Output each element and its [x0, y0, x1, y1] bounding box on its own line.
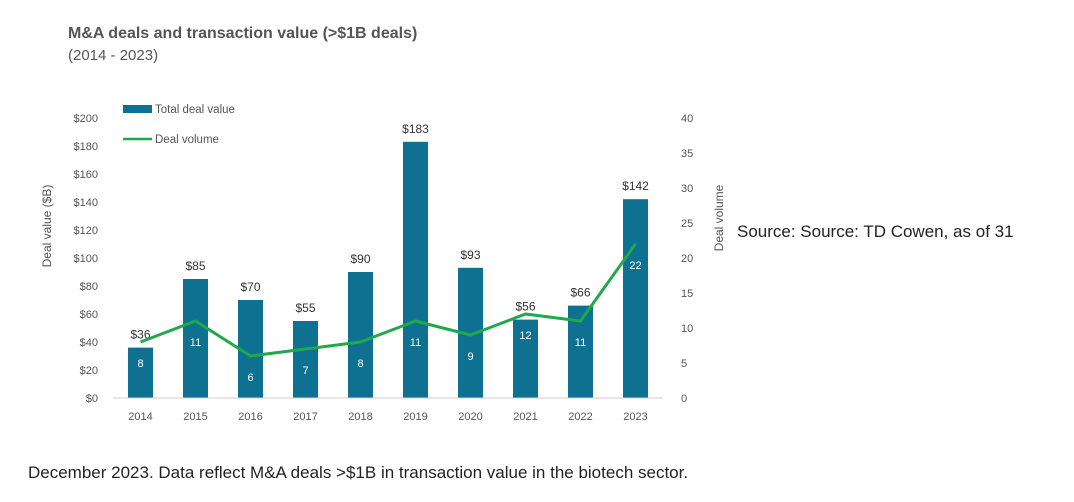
y-tick-label: $180 — [74, 141, 98, 153]
bar-value-label: $183 — [402, 122, 429, 136]
legend-label-deal-volume: Deal volume — [155, 134, 219, 146]
chart: M&A deals and transaction value (>$1B de… — [40, 25, 726, 423]
source-note: Source: Source: TD Cowen, as of 31 — [737, 222, 1014, 241]
legend-label-total-deal-value: Total deal value — [155, 104, 235, 116]
bar — [348, 272, 373, 398]
line-value-labels: 8 11 6 7 8 11 9 12 11 22 — [137, 260, 641, 384]
chart-subtitle: (2014 - 2023) — [68, 47, 158, 64]
y-tick-label: $160 — [74, 169, 98, 181]
y2-tick-label: 30 — [681, 183, 693, 195]
x-axis-ticks: 2014 2015 2016 2017 2018 2019 2020 2021 2022 2023 — [128, 411, 647, 423]
bar-value-label: $70 — [240, 280, 260, 294]
y2-tick-label: 35 — [681, 148, 693, 160]
x-tick-label: 2016 — [238, 411, 262, 423]
volume-value-label: 8 — [357, 358, 363, 370]
bar-value-label: $142 — [622, 179, 649, 193]
y2-axis-title: Deal volume — [712, 184, 726, 251]
bar-value-label: $90 — [350, 252, 370, 266]
x-tick-label: 2017 — [293, 411, 317, 423]
bar-value-label: $85 — [185, 259, 205, 273]
y-tick-label: $120 — [74, 225, 98, 237]
volume-value-label: 9 — [467, 351, 473, 363]
volume-value-label: 11 — [410, 337, 421, 349]
bar — [403, 141, 428, 399]
y-tick-label: $100 — [74, 253, 98, 265]
x-tick-label: 2014 — [128, 411, 152, 423]
line-series — [139, 243, 637, 358]
chart-title: M&A deals and transaction value (>$1B de… — [68, 25, 417, 42]
bar — [513, 319, 538, 398]
bar-value-label: $36 — [130, 328, 150, 342]
x-tick-label: 2023 — [623, 411, 647, 423]
y-tick-label: $20 — [80, 365, 98, 377]
x-tick-label: 2015 — [183, 411, 207, 423]
x-tick-label: 2021 — [513, 411, 537, 423]
y-tick-label: $40 — [80, 337, 98, 349]
bar-value-label: $66 — [570, 286, 590, 300]
volume-value-label: 6 — [247, 372, 253, 384]
volume-value-label: 12 — [519, 330, 531, 342]
y2-tick-label: 15 — [681, 288, 693, 300]
y2-tick-label: 40 — [681, 113, 693, 125]
volume-value-label: 8 — [137, 358, 143, 370]
bar — [623, 199, 648, 398]
x-tick-label: 2019 — [403, 411, 427, 423]
right-axis-ticks: 0 5 10 15 20 25 30 35 40 — [681, 113, 693, 405]
bar-series — [128, 141, 648, 399]
left-axis-ticks: $0 $20 $40 $60 $80 $100 $120 $140 $160 $180 $200 — [74, 113, 98, 405]
footnote: December 2023. Data reflect M&A deals >$… — [28, 463, 689, 482]
y2-tick-label: 0 — [681, 393, 687, 405]
y2-tick-label: 25 — [681, 218, 693, 230]
legend: Total deal value Deal volume — [123, 104, 235, 146]
y-axis-title: Deal value ($B) — [40, 185, 54, 268]
volume-value-label: 7 — [302, 365, 308, 377]
y-tick-label: $80 — [80, 281, 98, 293]
y-tick-label: $60 — [80, 309, 98, 321]
y-tick-label: $0 — [86, 393, 98, 405]
x-tick-label: 2020 — [458, 411, 482, 423]
bar — [293, 321, 318, 398]
y2-tick-label: 10 — [681, 323, 693, 335]
y-tick-label: $200 — [74, 113, 98, 125]
y-tick-label: $140 — [74, 197, 98, 209]
legend-swatch-total-deal-value — [123, 105, 152, 113]
bar — [183, 279, 208, 398]
bar-value-label: $93 — [460, 248, 480, 262]
y2-tick-label: 5 — [681, 358, 687, 370]
x-tick-label: 2022 — [568, 411, 592, 423]
bar — [128, 347, 153, 398]
bar-value-label: $56 — [515, 300, 535, 314]
volume-value-label: 11 — [575, 337, 586, 349]
x-tick-label: 2018 — [348, 411, 372, 423]
y2-tick-label: 20 — [681, 253, 693, 265]
deal-volume-line — [139, 243, 637, 358]
volume-value-label: 22 — [629, 260, 641, 272]
volume-value-label: 11 — [190, 337, 201, 349]
bar-value-label: $55 — [295, 301, 315, 315]
bar-value-labels: $36 $85 $70 $55 $90 $183 $93 $56 $66 $142 — [130, 122, 649, 342]
